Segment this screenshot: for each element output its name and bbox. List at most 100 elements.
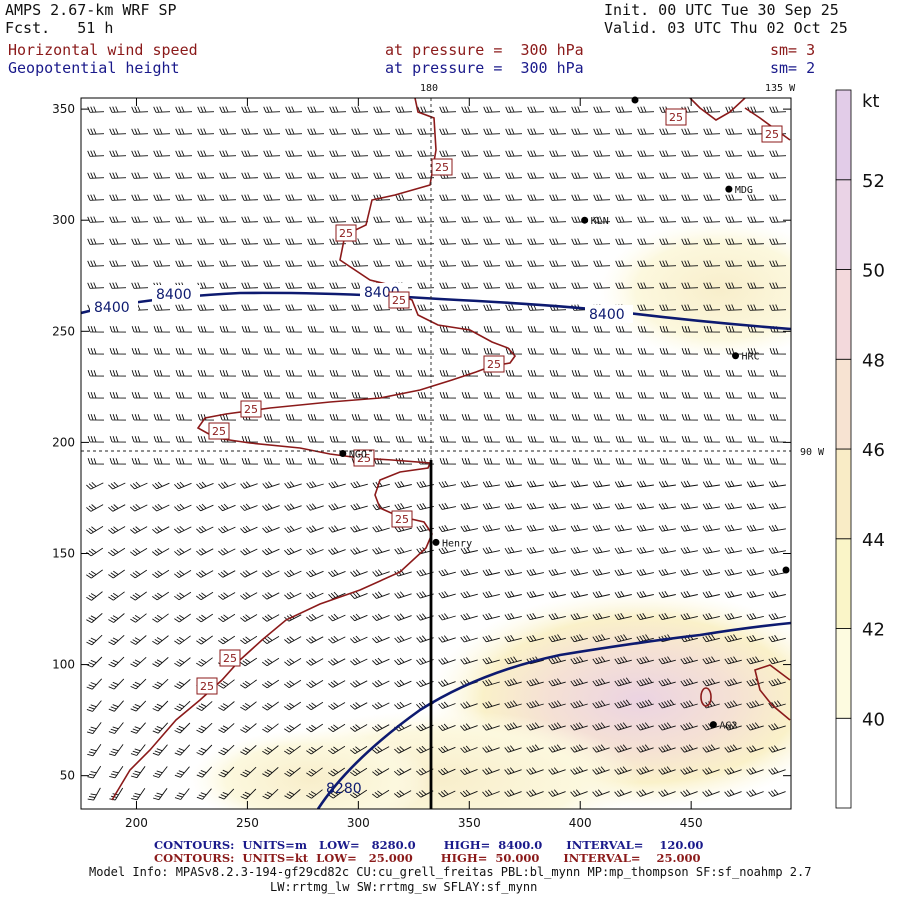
- wind-barb: [306, 503, 324, 511]
- footer-speed-contours: CONTOURS: UNITS=kt LOW= 25.000 HIGH= 50.…: [154, 851, 701, 865]
- wind-barb: [175, 304, 193, 311]
- colorbar-band: [835, 89, 852, 181]
- wind-barb: [724, 480, 742, 488]
- wind-barb: [350, 591, 368, 600]
- wind-barb: [196, 766, 213, 778]
- wind-barb: [174, 613, 191, 623]
- wind-barb: [328, 635, 346, 644]
- wind-barb: [439, 370, 457, 377]
- wind-barb: [373, 238, 391, 245]
- wind-barb: [306, 481, 324, 489]
- wind-barb: [328, 702, 346, 710]
- wind-speed-shading: [190, 220, 791, 809]
- wind-barb: [86, 547, 104, 557]
- wind-barb: [394, 591, 412, 599]
- wind-barb: [637, 128, 655, 135]
- wind-barb: [284, 701, 302, 711]
- wind-barb: [461, 216, 479, 223]
- wind-barb: [482, 502, 500, 510]
- wind-barb: [549, 216, 567, 223]
- wind-barb: [417, 128, 435, 135]
- wind-barb: [768, 745, 786, 753]
- speed-label: 25: [339, 227, 353, 240]
- field1-name: Horizontal wind speed: [8, 41, 198, 59]
- wind-barb: [438, 679, 456, 687]
- y-tick-label: 100: [52, 658, 75, 672]
- wind-barb: [373, 194, 391, 201]
- wind-barb: [351, 128, 369, 135]
- wind-barb: [461, 348, 479, 355]
- wind-barb: [725, 216, 743, 223]
- wind-barb: [549, 436, 567, 443]
- wind-barb: [659, 458, 677, 465]
- wind-barb: [460, 657, 478, 665]
- wind-barb: [153, 392, 171, 399]
- wind-barb: [153, 304, 171, 311]
- wind-barb: [482, 546, 500, 554]
- wind-barb: [152, 569, 170, 579]
- wind-barb: [351, 326, 369, 333]
- wind-barb: [571, 106, 589, 113]
- wind-barb: [372, 635, 390, 644]
- wind-barb: [197, 260, 215, 267]
- wind-barb: [284, 569, 302, 578]
- wind-barb: [218, 635, 236, 645]
- wind-barb: [505, 238, 523, 245]
- wind-barb: [372, 679, 390, 688]
- wind-barb: [659, 194, 677, 201]
- wind-barb: [306, 701, 324, 711]
- wind-barb: [197, 436, 215, 443]
- wind-barb: [461, 436, 479, 443]
- wind-barb: [350, 767, 368, 777]
- wind-barb: [769, 106, 787, 113]
- wind-barb: [549, 392, 567, 399]
- wind-barb: [593, 326, 611, 333]
- forecast-hour: Fcst. 51 h: [5, 19, 114, 37]
- wind-barb: [680, 568, 698, 576]
- wind-barb: [263, 282, 281, 289]
- wind-barb: [263, 436, 281, 443]
- wind-barb: [108, 547, 126, 557]
- wind-barb: [680, 612, 698, 621]
- wind-barb: [526, 789, 544, 797]
- wind-barb: [659, 282, 677, 289]
- wind-barb: [350, 569, 368, 577]
- wind-barb: [87, 743, 102, 757]
- wind-barb: [768, 524, 786, 532]
- wind-barb: [592, 568, 610, 576]
- wind-barb: [548, 568, 566, 576]
- wind-barb: [197, 194, 215, 201]
- wind-barb: [571, 216, 589, 223]
- wind-barb: [702, 612, 720, 621]
- wind-barb: [460, 591, 478, 599]
- wind-barb: [483, 370, 501, 377]
- wind-barb: [109, 436, 127, 443]
- wind-barb: [416, 524, 434, 533]
- wind-barb: [571, 392, 589, 399]
- wind-barb: [461, 194, 479, 201]
- wind-barb: [328, 723, 346, 733]
- wind-barb: [482, 612, 500, 621]
- wind-barb: [724, 590, 742, 598]
- wind-barb: [549, 348, 567, 355]
- wind-barb: [439, 260, 457, 267]
- wind-barb: [461, 150, 479, 157]
- wind-barb: [460, 635, 478, 643]
- wind-barb: [505, 392, 523, 399]
- wind-barb: [152, 613, 169, 623]
- wind-barb: [174, 591, 192, 601]
- colorbar-band: [835, 538, 852, 629]
- wind-barb: [703, 348, 721, 355]
- wind-barb: [394, 790, 412, 798]
- wind-barb: [725, 414, 743, 421]
- wind-barb: [175, 128, 193, 135]
- wind-barb: [87, 150, 105, 157]
- wind-barb: [725, 260, 743, 267]
- wind-barb: [681, 348, 699, 355]
- wind-barb: [329, 128, 347, 135]
- wind-barb: [703, 436, 721, 443]
- wind-barb: [482, 745, 500, 753]
- wind-barb: [307, 172, 325, 179]
- wind-barb: [571, 458, 589, 465]
- wind-barb: [570, 656, 588, 665]
